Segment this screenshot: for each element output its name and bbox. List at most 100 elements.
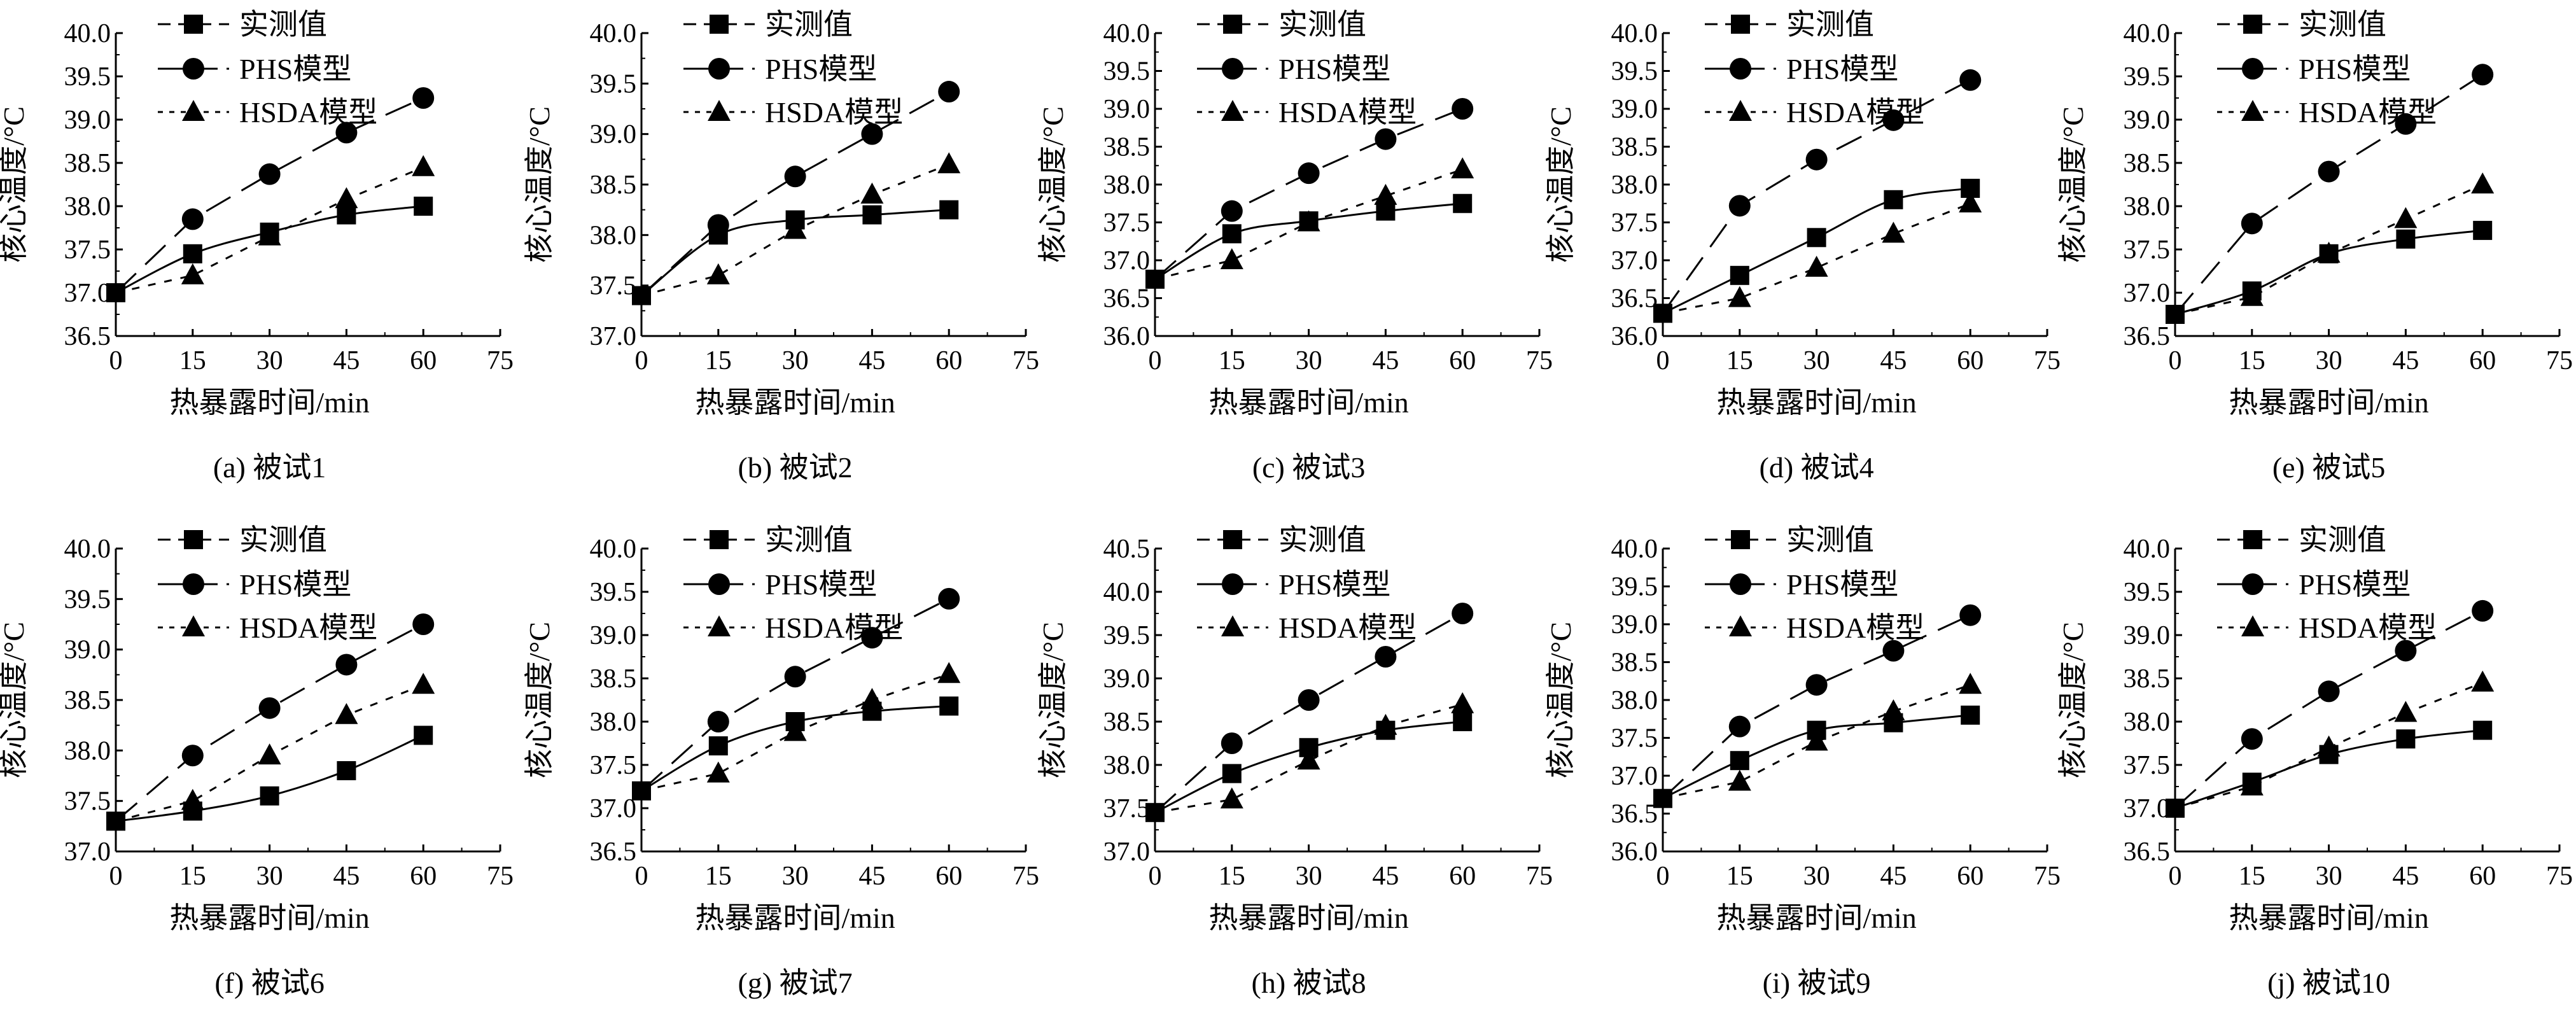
y-tick-label: 40.0 — [590, 19, 637, 48]
x-axis-label: 热暴露时间/min — [169, 386, 369, 419]
y-tick-label: 36.5 — [1611, 284, 1658, 314]
data-point — [337, 205, 356, 225]
x-tick-label: 30 — [2316, 346, 2342, 375]
legend-label: HSDA模型 — [765, 96, 903, 129]
x-axis-label: 热暴露时间/min — [1716, 386, 1916, 419]
data-point — [938, 81, 960, 103]
x-tick-label: 0 — [2169, 862, 2182, 891]
y-axis-label: 核心温度/°C — [2057, 106, 2089, 263]
y-tick-label: 38.5 — [2124, 149, 2171, 178]
x-tick-label: 0 — [1656, 346, 1670, 375]
y-tick-label: 39.5 — [1103, 57, 1151, 87]
y-tick-label: 40.0 — [590, 535, 637, 564]
data-point — [2473, 221, 2493, 241]
x-tick-label: 15 — [1219, 862, 1245, 891]
series-line-circle — [1154, 612, 1463, 813]
data-point — [258, 743, 281, 765]
y-tick-label: 39.5 — [2124, 578, 2171, 607]
x-tick-label: 75 — [487, 862, 514, 891]
data-point — [1375, 128, 1397, 150]
data-point — [1452, 603, 1474, 624]
series-line-circle — [1154, 108, 1463, 280]
x-tick-label: 0 — [1149, 346, 1162, 375]
y-tick-label: 38.0 — [2124, 192, 2171, 221]
y-tick-label: 39.5 — [590, 578, 637, 607]
y-axis-label: 核心温度/°C — [2057, 622, 2089, 778]
data-point — [258, 163, 281, 185]
y-tick-label: 39.0 — [64, 636, 111, 665]
x-tick-label: 75 — [1012, 346, 1039, 375]
data-point — [632, 781, 651, 801]
data-point — [1884, 190, 1903, 209]
x-tick-label: 60 — [935, 346, 962, 375]
series-line-circle — [2174, 610, 2483, 809]
data-point — [1959, 604, 1982, 626]
y-tick-label: 37.5 — [64, 787, 111, 816]
legend-marker-circle — [2242, 58, 2264, 80]
data-point — [2317, 241, 2341, 263]
data-point — [706, 263, 730, 284]
legend-label: 实测值 — [765, 8, 853, 41]
data-point — [1374, 183, 1397, 205]
x-tick-label: 45 — [858, 862, 885, 891]
data-point — [861, 123, 883, 145]
x-tick-label: 45 — [2392, 346, 2419, 375]
legend-marker-triangle — [1221, 100, 1244, 121]
y-tick-label: 40.0 — [64, 535, 111, 564]
data-point — [2318, 160, 2340, 183]
data-point — [1221, 732, 1243, 754]
data-point — [260, 786, 279, 806]
data-point — [1882, 699, 1905, 720]
data-point — [181, 745, 204, 767]
y-tick-label: 38.0 — [1611, 171, 1658, 200]
legend-marker-circle — [708, 573, 730, 595]
legend-marker-triangle — [708, 100, 731, 121]
x-tick-label: 45 — [1372, 862, 1399, 891]
y-axis-label: 核心温度/°C — [1037, 106, 1069, 263]
legend-marker-square — [184, 530, 203, 549]
legend-label: 实测值 — [1786, 8, 1874, 41]
y-tick-label: 36.0 — [1103, 322, 1151, 351]
legend-marker-square — [184, 15, 203, 34]
legend-marker-circle — [1222, 573, 1243, 595]
y-tick-label: 38.5 — [1611, 648, 1658, 678]
data-point — [2472, 599, 2494, 622]
subplot-caption: (b) 被试2 — [738, 451, 853, 484]
series-line-circle — [115, 623, 424, 822]
subplot-caption: (d) 被试4 — [1760, 451, 1874, 484]
y-tick-label: 39.0 — [1103, 95, 1151, 124]
series-line-triangle — [1662, 683, 1971, 800]
data-point — [1222, 764, 1242, 783]
series-line-circle — [1662, 614, 1971, 799]
legend-label: 实测值 — [239, 8, 327, 41]
data-point — [2318, 680, 2340, 703]
data-point — [783, 720, 807, 741]
x-tick-label: 30 — [256, 862, 283, 891]
data-point — [2471, 670, 2495, 692]
x-axis-label: 热暴露时间/min — [2229, 386, 2428, 419]
data-point — [2396, 229, 2416, 249]
subplot-caption: (e) 被试5 — [2272, 451, 2386, 484]
y-tick-label: 38.5 — [1103, 133, 1151, 162]
data-point — [1728, 195, 1751, 217]
x-axis-label: 热暴露时间/min — [1208, 386, 1408, 419]
legend-marker-triangle — [2241, 100, 2264, 121]
data-point — [1298, 689, 1320, 711]
legend-label: HSDA模型 — [239, 96, 377, 129]
y-tick-label: 37.5 — [64, 235, 111, 265]
x-axis-label: 热暴露时间/min — [695, 386, 895, 419]
y-tick-label: 37.0 — [590, 794, 637, 823]
data-point — [106, 811, 125, 831]
x-tick-label: 30 — [1803, 346, 1830, 375]
data-point — [337, 761, 356, 781]
data-point — [1805, 255, 1828, 277]
x-tick-label: 45 — [1880, 862, 1907, 891]
y-tick-label: 38.5 — [1103, 708, 1151, 737]
data-point — [1451, 692, 1474, 713]
y-tick-label: 37.0 — [64, 279, 111, 308]
x-tick-label: 15 — [179, 346, 206, 375]
y-tick-label: 39.0 — [2124, 621, 2171, 650]
x-tick-label: 45 — [1880, 346, 1907, 375]
x-tick-label: 45 — [1372, 346, 1399, 375]
legend-label: HSDA模型 — [239, 612, 377, 644]
